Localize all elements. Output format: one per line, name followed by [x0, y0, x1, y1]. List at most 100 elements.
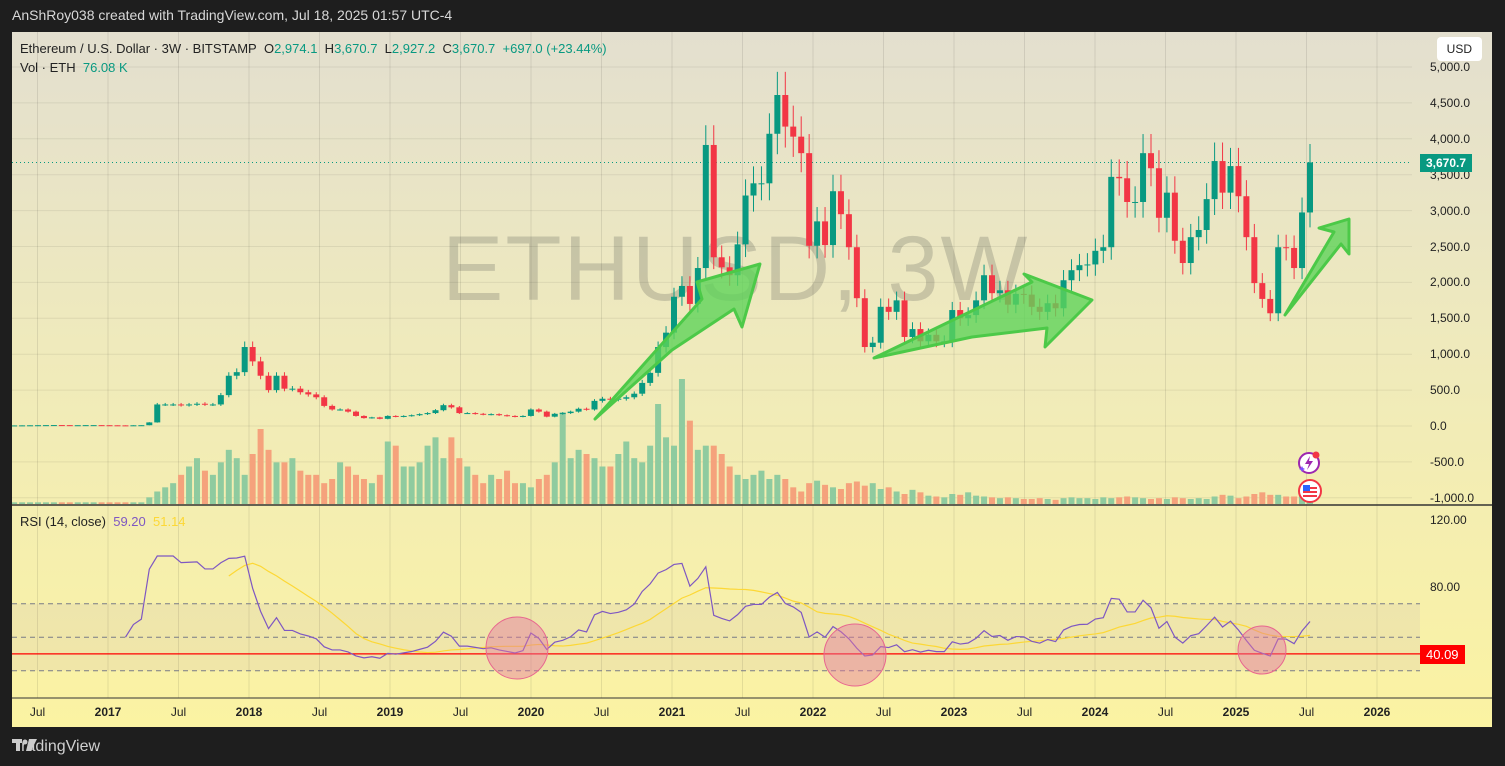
volume-bar	[591, 458, 598, 504]
volume-label[interactable]: Vol · ETH	[20, 60, 76, 75]
candle-body	[130, 425, 137, 427]
volume-bar	[35, 502, 41, 504]
candle-body	[798, 136, 805, 154]
high-label: H	[324, 41, 335, 56]
candle-body	[265, 375, 272, 391]
lightning-event-icon[interactable]	[1295, 450, 1321, 476]
symbol-name[interactable]: Ethereum / U.S. Dollar · 3W · BITSTAMP	[20, 41, 257, 56]
volume-bar	[1179, 498, 1186, 504]
volume-bar	[74, 502, 81, 504]
volume-bar	[42, 502, 49, 504]
candle-body	[853, 247, 860, 299]
volume-bar	[798, 491, 805, 504]
volume-bar	[806, 483, 813, 504]
rsi-label[interactable]: RSI (14, close)	[20, 514, 106, 529]
volume-bar	[1275, 494, 1282, 504]
volume-bar	[496, 479, 503, 504]
candle-body	[1084, 264, 1091, 266]
candle-body	[1203, 199, 1210, 230]
volume-bar	[1227, 495, 1234, 504]
candle-body	[106, 425, 113, 427]
candle-body	[496, 414, 503, 416]
price-axis-label: 5,000.0	[1430, 60, 1471, 74]
time-axis-label: 2021	[658, 705, 686, 719]
volume-bar	[861, 485, 868, 504]
currency-button[interactable]: USD	[1436, 37, 1482, 61]
time-axis-label: Jul	[1016, 705, 1033, 719]
volume-bar	[209, 474, 216, 504]
volume-bar	[909, 489, 916, 504]
candle-body	[559, 413, 566, 415]
volume-bar	[241, 474, 248, 504]
volume-bar	[504, 470, 511, 504]
candle-body	[742, 195, 749, 245]
time-axis-label: 2019	[376, 705, 404, 719]
volume-bar	[360, 479, 367, 504]
candle-body	[488, 414, 495, 416]
volume-bar	[408, 466, 415, 504]
candle-body	[631, 393, 638, 398]
volume-bar	[853, 481, 860, 504]
volume-bar	[527, 487, 534, 504]
volume-bar	[710, 445, 717, 504]
volume-bar	[122, 502, 129, 504]
candle-body	[217, 395, 224, 405]
rsi-legend: RSI (14, close) 59.20 51.14	[20, 514, 186, 529]
candle-body	[154, 404, 161, 423]
volume-bar	[1283, 496, 1290, 504]
highlight-circle	[823, 623, 887, 687]
volume-bar	[170, 483, 177, 504]
highlight-circle	[485, 616, 549, 680]
volume-bar	[384, 441, 391, 504]
candle-body	[416, 414, 423, 416]
volume-bar	[623, 441, 630, 504]
candle-body	[1092, 250, 1099, 265]
volume-bar	[965, 492, 972, 504]
volume-bar	[19, 502, 26, 504]
us-flag-event-icon[interactable]	[1297, 478, 1323, 504]
volume-bar	[981, 496, 988, 504]
rsi-value: 59.20	[113, 514, 146, 529]
price-chart-svg[interactable]	[12, 32, 1492, 727]
volume-bar	[90, 502, 97, 504]
candle-body	[1108, 176, 1115, 248]
candle-body	[806, 153, 813, 246]
candle-body	[782, 95, 789, 127]
volume-bar	[464, 466, 471, 504]
volume-bar	[424, 445, 431, 504]
volume-bar	[702, 445, 709, 504]
volume-bar	[869, 483, 876, 504]
candle-body	[90, 425, 97, 427]
time-axis-label: Jul	[452, 705, 469, 719]
close-value: 3,670.7	[451, 41, 496, 56]
volume-bar	[456, 458, 463, 504]
tradingview-logo[interactable]: TradingView	[12, 738, 100, 756]
volume-bar	[1163, 499, 1170, 504]
candle-body	[201, 403, 208, 405]
volume-bar	[1060, 498, 1067, 504]
volume-bar	[734, 474, 741, 504]
volume-bar	[313, 474, 320, 504]
volume-bar	[925, 495, 932, 504]
time-axis-label: Jul	[170, 705, 187, 719]
volume-bar	[567, 458, 574, 504]
chart-area[interactable]: ETHUSD, 3W Ethereum / U.S. Dollar · 3W ·…	[12, 32, 1492, 727]
volume-bar	[583, 454, 590, 504]
candle-body	[686, 285, 693, 304]
candle-body	[1132, 201, 1139, 203]
volume-bar	[50, 502, 57, 504]
volume-bar	[742, 479, 749, 504]
time-axis-label: 2018	[235, 705, 263, 719]
highlight-circle	[1237, 625, 1287, 675]
candle-body	[822, 221, 829, 246]
low-value: 2,927.2	[391, 41, 436, 56]
volume-bar	[933, 496, 940, 504]
volume-bar	[321, 483, 328, 504]
volume-bar	[289, 458, 296, 504]
candle-body	[345, 409, 352, 412]
volume-bar	[1092, 499, 1099, 504]
candle-body	[440, 405, 447, 411]
time-axis-label: Jul	[1157, 705, 1174, 719]
volume-bar	[27, 502, 34, 504]
candle-body	[1219, 161, 1226, 193]
